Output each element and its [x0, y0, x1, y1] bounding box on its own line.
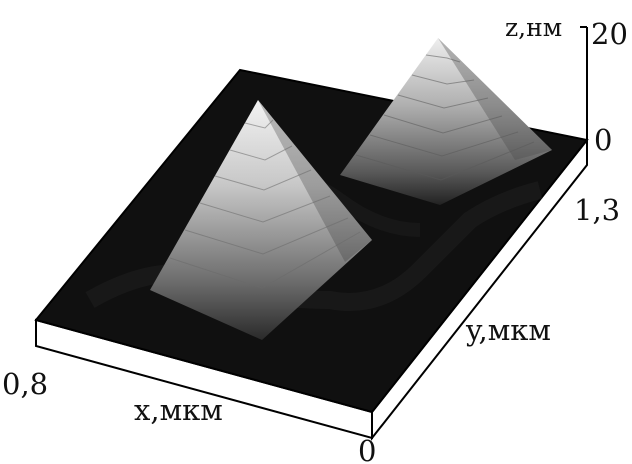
x-axis-label: x,мкм: [134, 393, 223, 427]
x-tick-end: 0,8: [2, 367, 48, 401]
pyramid-back: [340, 38, 552, 205]
pyramid-front: [150, 100, 372, 340]
z-tick-top: 20: [591, 17, 628, 51]
z-tick-bottom: 0: [594, 123, 612, 157]
z-axis-label: z,нм: [505, 13, 562, 42]
y-axis-label: y,мкм: [465, 313, 551, 347]
y-tick-end: 1,3: [574, 193, 620, 227]
x-tick-origin: 0: [358, 434, 376, 464]
